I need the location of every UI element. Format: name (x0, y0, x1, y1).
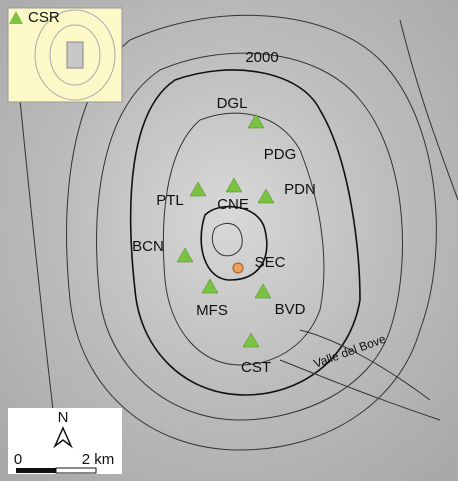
contour-label: 2000 (245, 49, 278, 66)
station-label: BVD (275, 301, 306, 318)
station-label: PDN (284, 181, 316, 198)
inset: CSR (8, 8, 122, 102)
vent-label: SEC (255, 254, 286, 271)
scale-bar (16, 468, 56, 473)
vent-marker (233, 263, 243, 273)
inset-station-label: CSR (28, 9, 60, 26)
page: 2000 DGL PDG PTL CNE PDN BCN MFS BVD CST… (0, 0, 458, 481)
scale-start: 0 (14, 451, 22, 468)
scale-box: N 0 2 km (8, 408, 122, 474)
station-label: MFS (196, 302, 228, 319)
station-label: CNE (217, 196, 249, 213)
map: 2000 DGL PDG PTL CNE PDN BCN MFS BVD CST… (0, 0, 458, 481)
station-label: DGL (217, 95, 248, 112)
scale-bar (56, 468, 96, 473)
inset-frame (8, 8, 122, 102)
inset-area (67, 42, 83, 68)
scale-end: 2 km (82, 451, 115, 468)
station-label: PDG (264, 146, 297, 163)
station-label: PTL (156, 192, 184, 209)
station-label: BCN (132, 238, 164, 255)
north-label: N (58, 409, 69, 426)
station-label: CST (241, 359, 271, 376)
